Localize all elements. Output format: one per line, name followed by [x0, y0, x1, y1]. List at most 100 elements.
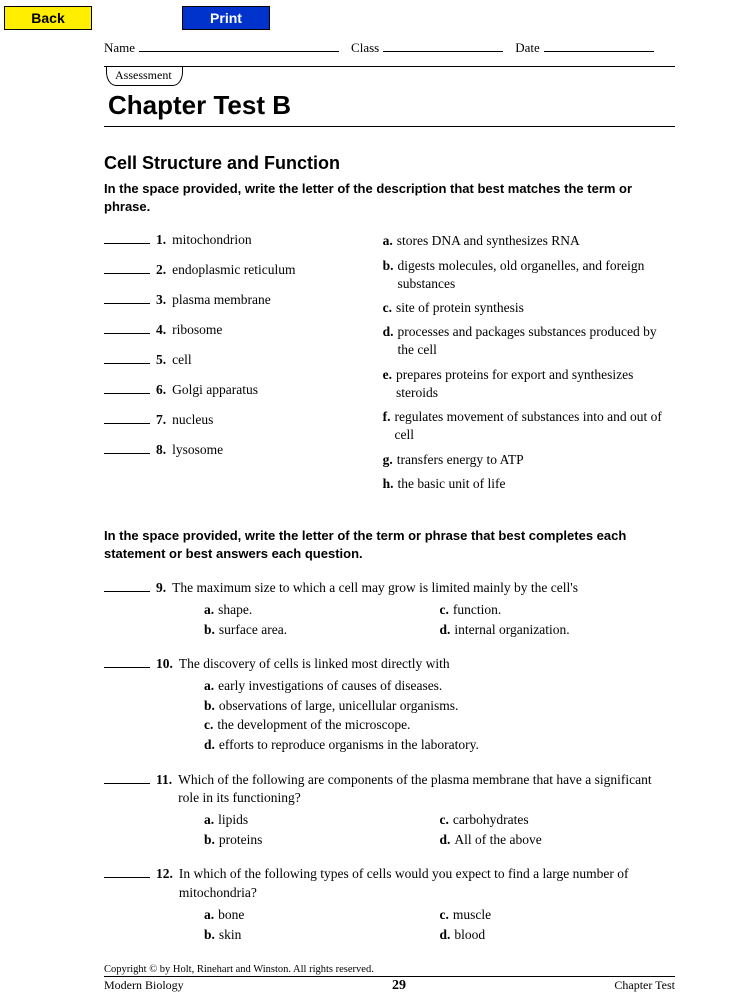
mc-options: a.early investigations of causes of dise… — [104, 674, 675, 754]
option-letter: a. — [204, 600, 214, 620]
answer-blank — [104, 412, 150, 424]
match-desc-row: f.regulates movement of substances into … — [383, 408, 675, 444]
choice-text: processes and packages substances produc… — [398, 323, 675, 359]
match-desc-row: h.the basic unit of life — [383, 475, 675, 493]
option-text: muscle — [453, 905, 491, 925]
print-button[interactable]: Print — [182, 6, 270, 30]
option-letter: c. — [440, 600, 449, 620]
answer-blank — [104, 292, 150, 304]
option-text: early investigations of causes of diseas… — [218, 676, 442, 696]
answer-blank — [104, 382, 150, 394]
option-letter: c. — [440, 810, 449, 830]
item-number: 9. — [154, 580, 168, 596]
term-text: ribosome — [172, 322, 222, 338]
option-letter: c. — [204, 715, 213, 735]
assessment-tab: Assessment — [106, 67, 183, 86]
mc-option: b.surface area. — [204, 620, 440, 640]
mc-option: a.lipids — [204, 810, 440, 830]
mc-options: a.bonec.muscleb.skind.blood — [104, 903, 675, 944]
term-text: plasma membrane — [172, 292, 271, 308]
mc-option: a.early investigations of causes of dise… — [204, 676, 675, 696]
option-text: bone — [218, 905, 244, 925]
question-text: In which of the following types of cells… — [179, 865, 675, 903]
answer-blank — [104, 580, 150, 592]
option-text: lipids — [218, 810, 248, 830]
mc-list: 9.The maximum size to which a cell may g… — [104, 579, 675, 944]
choice-letter: f. — [383, 408, 391, 444]
copyright: Copyright © by Holt, Rinehart and Winsto… — [104, 964, 675, 977]
answer-blank — [104, 656, 150, 668]
match-desc-row: d.processes and packages substances prod… — [383, 323, 675, 359]
option-text: skin — [219, 925, 242, 945]
mc-instructions: In the space provided, write the letter … — [104, 527, 675, 563]
option-text: proteins — [219, 830, 263, 850]
name-label: Name — [104, 40, 135, 56]
footer-label: Chapter Test — [614, 978, 675, 993]
option-text: blood — [454, 925, 485, 945]
choice-letter: e. — [383, 366, 392, 402]
option-letter: c. — [440, 905, 449, 925]
mc-option: b.observations of large, unicellular org… — [204, 696, 675, 716]
match-desc-row: b.digests molecules, old organelles, and… — [383, 257, 675, 293]
option-letter: a. — [204, 676, 214, 696]
question-text: Which of the following are components of… — [178, 771, 675, 809]
choice-text: the basic unit of life — [398, 475, 506, 493]
class-blank — [383, 51, 503, 52]
option-letter: b. — [204, 925, 215, 945]
mc-option: c.function. — [440, 600, 676, 620]
option-letter: a. — [204, 905, 214, 925]
option-text: observations of large, unicellular organ… — [219, 696, 458, 716]
mc-options: a.lipidsc.carbohydratesb.proteinsd.All o… — [104, 808, 675, 849]
mc-option: d.internal organization. — [440, 620, 676, 640]
item-number: 12. — [154, 866, 175, 882]
choice-letter: c. — [383, 299, 392, 317]
back-button[interactable]: Back — [4, 6, 92, 30]
option-letter: b. — [204, 830, 215, 850]
choice-letter: b. — [383, 257, 394, 293]
match-desc-row: a.stores DNA and synthesizes RNA — [383, 232, 675, 250]
choice-letter: a. — [383, 232, 393, 250]
section-title: Cell Structure and Function — [104, 153, 675, 174]
match-desc-row: g.transfers energy to ATP — [383, 451, 675, 469]
chapter-title: Chapter Test B — [104, 86, 675, 126]
book-title: Modern Biology — [104, 978, 184, 993]
question-text: The discovery of cells is linked most di… — [179, 655, 675, 674]
match-desc-row: c.site of protein synthesis — [383, 299, 675, 317]
term-text: mitochondrion — [172, 232, 252, 248]
mc-option: d.All of the above — [440, 830, 676, 850]
mc-option: d.blood — [440, 925, 676, 945]
option-letter: a. — [204, 810, 214, 830]
match-term-row: 6.Golgi apparatus — [104, 382, 367, 398]
item-number: 5. — [156, 352, 166, 368]
choice-text: transfers energy to ATP — [397, 451, 524, 469]
mc-option: c.muscle — [440, 905, 676, 925]
page-number: 29 — [392, 978, 406, 994]
item-number: 2. — [156, 262, 166, 278]
choice-letter: g. — [383, 451, 393, 469]
item-number: 10. — [154, 656, 175, 672]
worksheet-page: Name Class Date Assessment Chapter Test … — [0, 34, 735, 1004]
choice-text: stores DNA and synthesizes RNA — [397, 232, 580, 250]
title-rule — [104, 126, 675, 127]
answer-blank — [104, 352, 150, 364]
choice-letter: h. — [383, 475, 394, 493]
option-text: efforts to reproduce organisms in the la… — [219, 735, 479, 755]
mc-item: 9.The maximum size to which a cell may g… — [104, 579, 675, 639]
item-number: 8. — [156, 442, 166, 458]
match-term-row: 8.lysosome — [104, 442, 367, 458]
mc-option: d.efforts to reproduce organisms in the … — [204, 735, 675, 755]
option-text: function. — [453, 600, 501, 620]
match-term-row: 1.mitochondrion — [104, 232, 367, 248]
option-letter: d. — [440, 830, 451, 850]
answer-blank — [104, 772, 150, 784]
term-text: cell — [172, 352, 192, 368]
option-letter: d. — [440, 925, 451, 945]
matching-grid: 1.mitochondrion2.endoplasmic reticulum3.… — [104, 232, 675, 499]
mc-option: c.the development of the microscope. — [204, 715, 675, 735]
option-text: carbohydrates — [453, 810, 529, 830]
choice-text: site of protein synthesis — [396, 299, 524, 317]
answer-blank — [104, 262, 150, 274]
mc-option: b.skin — [204, 925, 440, 945]
option-letter: d. — [440, 620, 451, 640]
mc-option: a.bone — [204, 905, 440, 925]
